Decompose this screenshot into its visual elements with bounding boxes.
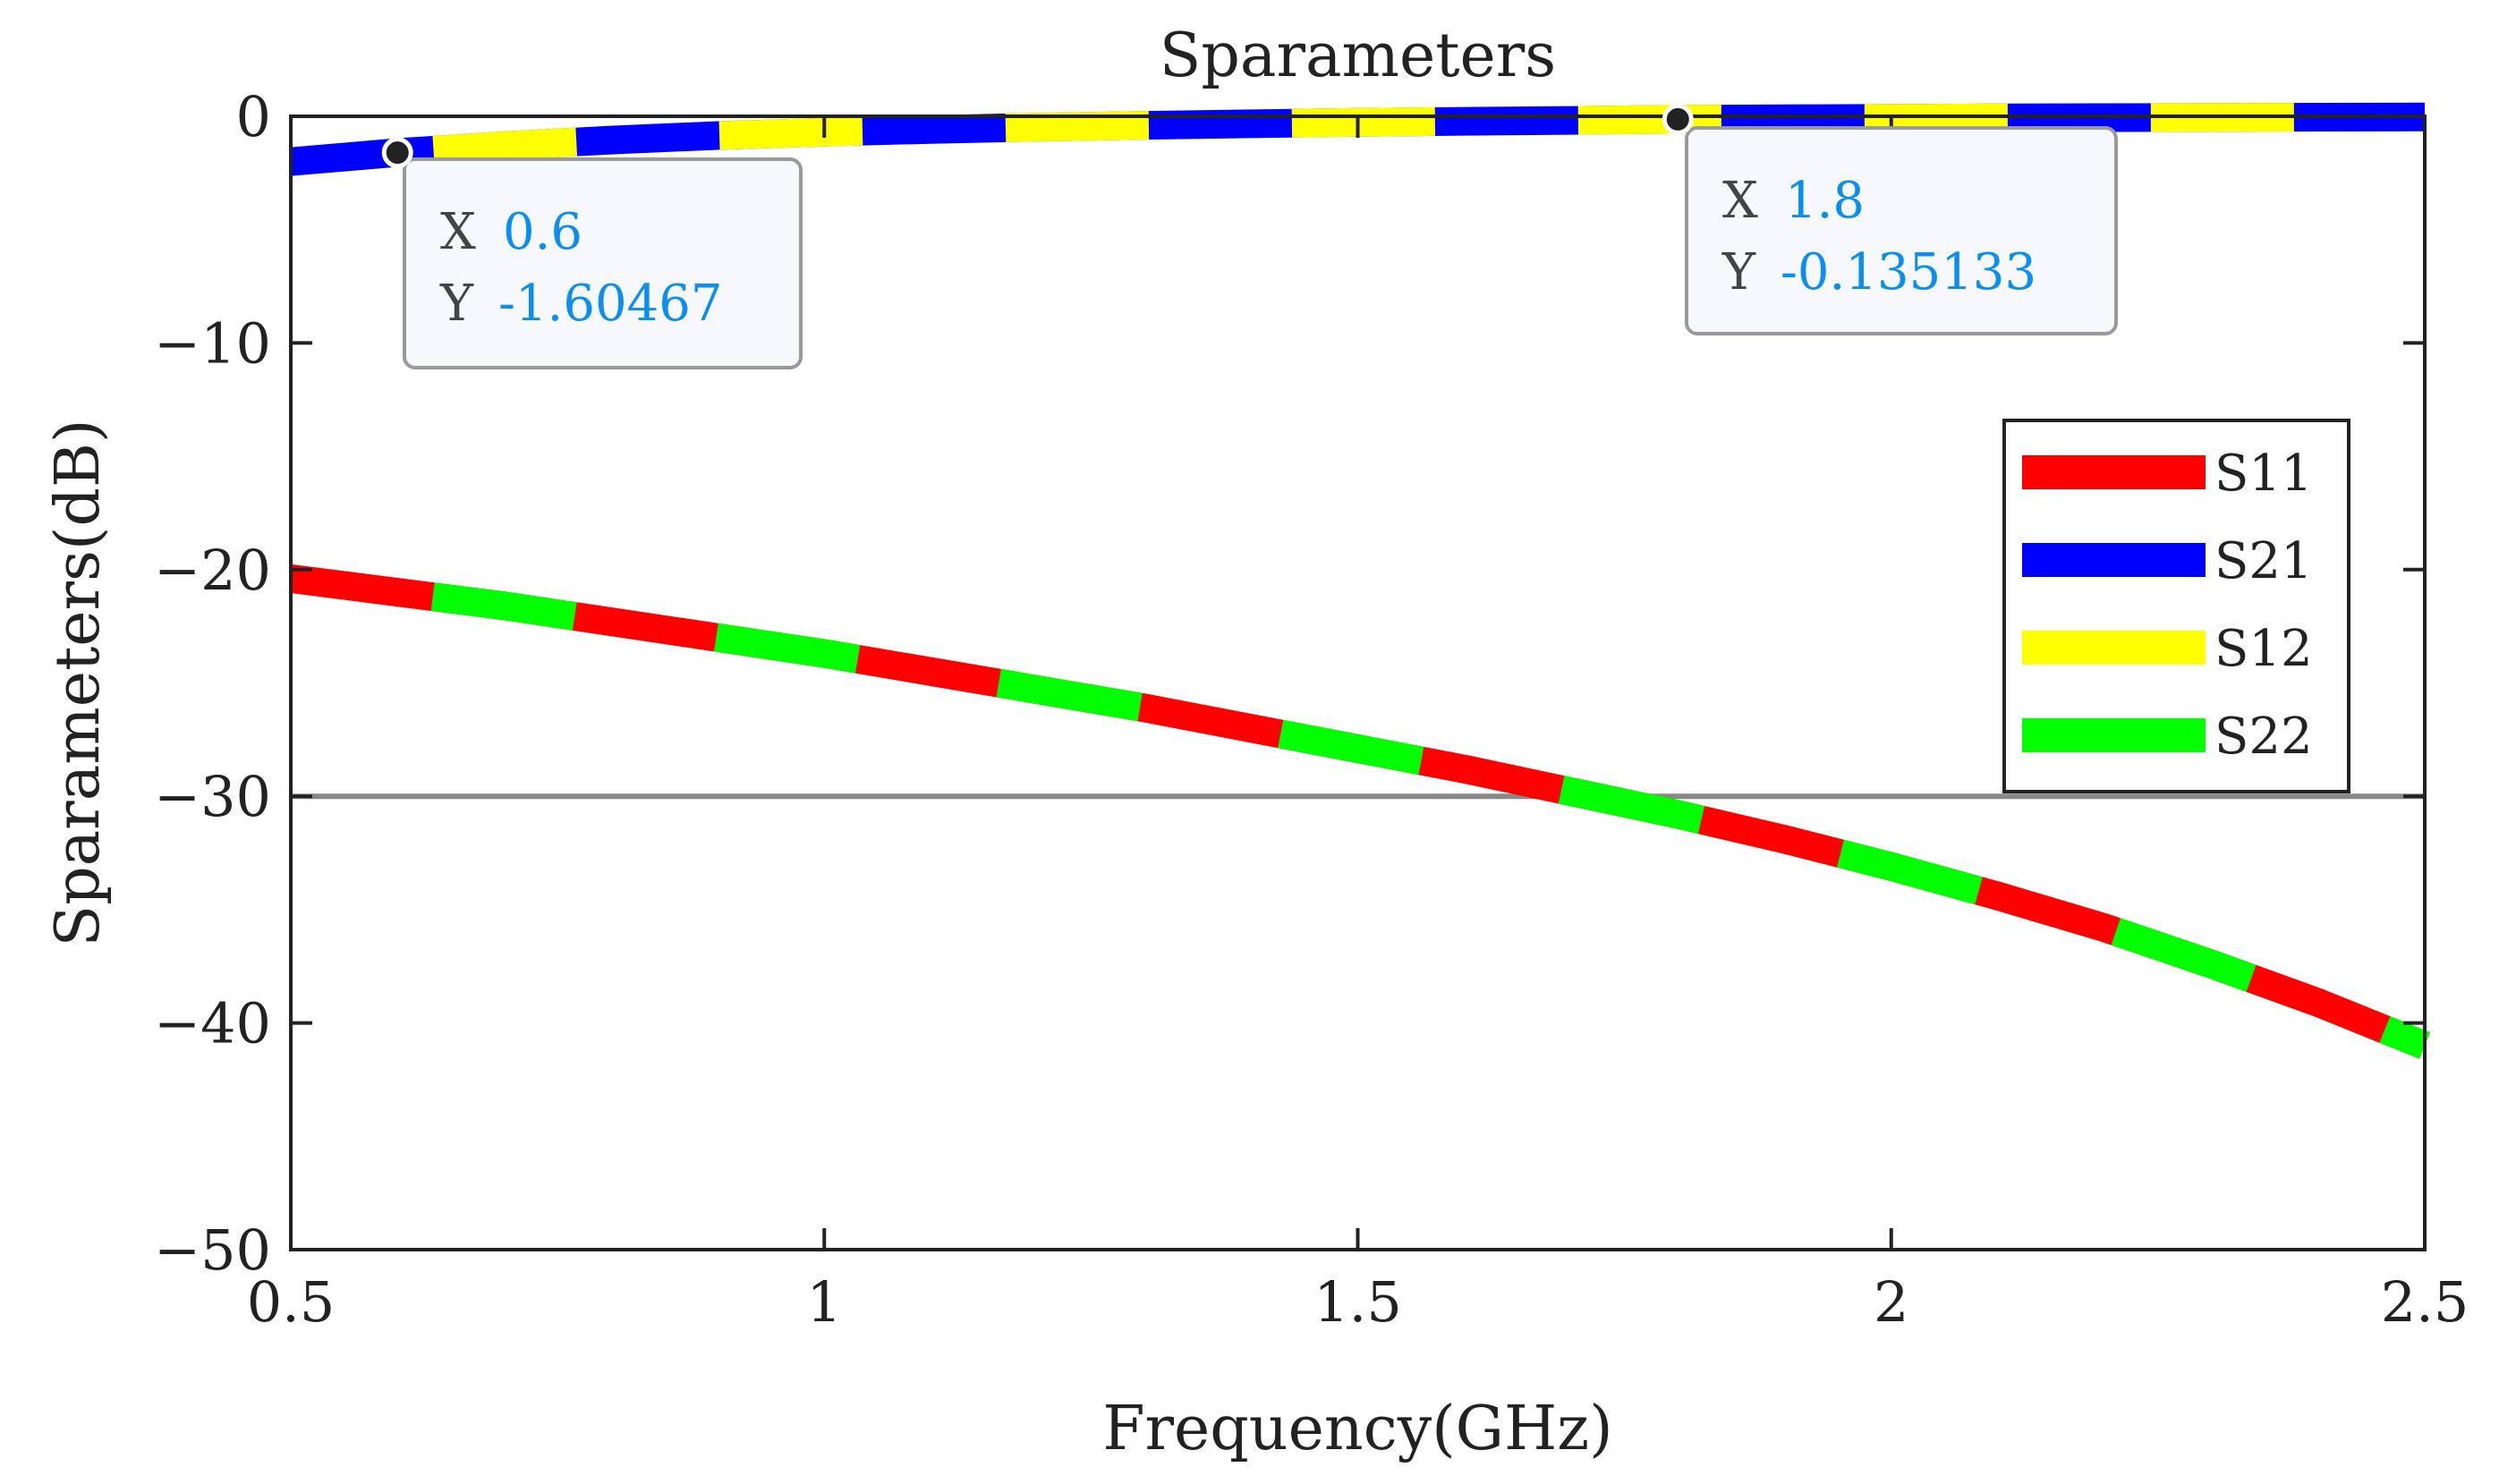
y-tick-label: −10 [154, 310, 271, 376]
datatip-y-value: -0.135133 [1781, 243, 2036, 301]
x-axis-title: Frequency(GHz) [1102, 1394, 1612, 1464]
legend: S11 S21 S12 S22 [2002, 419, 2350, 793]
datatip-2: X 1.8 Y -0.135133 [1662, 103, 2118, 335]
legend-label-s11: S11 [2214, 445, 2313, 503]
datatip-y-label: Y [439, 275, 474, 333]
legend-label-s12: S12 [2214, 620, 2313, 678]
y-tick-label: −20 [154, 538, 271, 603]
x-tick-label: 1 [807, 1269, 842, 1335]
x-tick-label: 2 [1874, 1269, 1908, 1335]
datatip-x-label: X [440, 203, 476, 261]
datatip-y-value: -1.60467 [498, 275, 723, 333]
y-tick-label: −50 [154, 1217, 271, 1283]
datatip-1: X 0.6 Y -1.60467 [381, 137, 803, 369]
y-tick-label: −30 [154, 764, 271, 829]
datatip-x-value: 0.6 [503, 203, 582, 261]
datatip-y-label: Y [1721, 243, 1756, 301]
legend-label-s22: S22 [2214, 708, 2313, 766]
datatip-box [1685, 126, 2118, 335]
y-axis-title: Sparameters(dB) [43, 420, 114, 947]
datatip-x-label: X [1722, 172, 1758, 230]
x-tick-label: 2.5 [2381, 1269, 2469, 1335]
chart-title: Sparameters [1160, 21, 1556, 91]
datatip-marker [1662, 103, 1694, 135]
datatip-layer: X 0.6 Y -1.60467 X 1.8 Y -0.135133 [381, 103, 2118, 369]
x-tick-label: 1.5 [1313, 1269, 1402, 1335]
tick-layer: 0.5 1 1.5 2 2.5 0 −10 −20 −30 −40 −50 [154, 84, 2469, 1335]
legend-label-s21: S21 [2214, 532, 2313, 590]
y-tick-label: 0 [236, 84, 271, 149]
series-line-s22 [288, 564, 2430, 1059]
datatip-box [403, 157, 803, 369]
x-tick-label: 0.5 [247, 1269, 336, 1335]
y-tick-label: −40 [154, 991, 271, 1056]
datatip-marker [381, 137, 413, 169]
datatip-x-value: 1.8 [1785, 172, 1865, 230]
